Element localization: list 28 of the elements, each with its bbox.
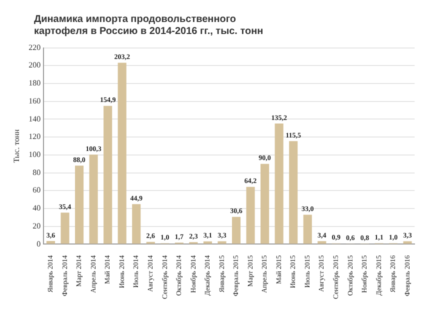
y-tick-label: 40 (32, 204, 41, 213)
bar (260, 164, 270, 244)
bar (75, 166, 84, 244)
chart-title: Динамика импорта продовольственного картофеля в Россию в 2014-2016 гг., тыс. тонн (34, 14, 264, 38)
bar (289, 141, 298, 244)
y-tick-label: 200 (28, 60, 41, 70)
bar (104, 106, 112, 244)
bar (118, 62, 126, 244)
y-tick-label: 60 (32, 186, 41, 195)
bar (303, 214, 312, 244)
y-tick-label: 120 (28, 132, 41, 142)
bar (89, 154, 98, 244)
y-tick-label: 140 (28, 114, 41, 124)
bar (318, 241, 326, 244)
bar (46, 240, 56, 244)
y-axis-title: Тыс. тонн (12, 128, 21, 163)
bar (60, 212, 70, 244)
bar (132, 204, 141, 244)
bar (232, 216, 241, 244)
y-tick-label: 80 (32, 168, 41, 177)
y-tick-label: 100 (28, 150, 41, 160)
y-tick-label: 220 (28, 42, 41, 52)
bar (246, 186, 255, 244)
bar (274, 124, 284, 244)
y-tick-label: 0 (36, 239, 41, 248)
y-tick-label: 180 (28, 78, 41, 88)
y-tick-label: 160 (28, 96, 41, 106)
y-tick-label: 20 (32, 221, 41, 230)
